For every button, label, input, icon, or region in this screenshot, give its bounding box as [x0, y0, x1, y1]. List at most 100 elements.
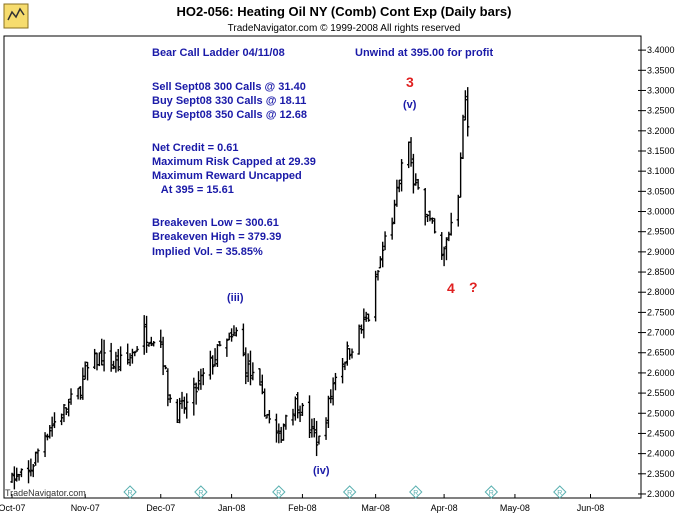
axis-layer: 3.4000 3.3500 3.3000 3.2500 3.2000 3.1500 3.10… [0, 45, 675, 513]
price-bar-64 [218, 340, 222, 347]
x-tick-label-0: Oct-07 [0, 503, 26, 513]
price-bar-135 [456, 194, 460, 227]
price-bar-113 [381, 241, 385, 268]
price-bar-87 [296, 392, 300, 419]
y-tick-label-9: 2.9500 [647, 227, 675, 237]
svg-text:R: R [557, 490, 562, 497]
price-bar-84 [284, 414, 288, 430]
price-bar-12 [48, 425, 52, 439]
price-bar-73 [248, 350, 253, 386]
price-bar-61 [211, 355, 215, 375]
price-bar-123 [414, 173, 418, 186]
price-bar-63 [215, 344, 220, 367]
price-bar-0 [10, 472, 14, 483]
price-bar-29 [102, 339, 106, 372]
y-tick-label-16: 2.6000 [647, 368, 675, 378]
price-bar-104 [350, 348, 354, 359]
price-bar-126 [425, 213, 430, 223]
plot-frame [3, 35, 642, 499]
logo-icon [3, 3, 29, 29]
price-bar-5 [26, 460, 31, 484]
price-bar-16 [62, 404, 66, 423]
price-bar-131 [442, 246, 446, 267]
price-bar-122 [411, 153, 416, 194]
price-bar-74 [251, 362, 255, 381]
annotation-line-11: Breakeven Low = 300.61 [152, 217, 279, 229]
y-tick-label-12: 2.8000 [647, 287, 675, 297]
price-bar-103 [348, 348, 352, 360]
price-bar-134 [449, 212, 453, 236]
price-bar-18 [67, 398, 71, 417]
price-bar-58 [199, 368, 203, 390]
price-bar-129 [433, 217, 437, 234]
price-bar-128 [430, 217, 434, 224]
x-tick-label-8: Jun-08 [577, 503, 605, 513]
bars-layer [10, 87, 470, 490]
price-bar-48 [166, 368, 170, 407]
y-tick-label-19: 2.4500 [647, 428, 675, 438]
y-tick-label-15: 2.6500 [647, 348, 675, 358]
price-bar-53 [182, 396, 186, 414]
price-bar-71 [244, 347, 248, 385]
y-tick-label-21: 2.3500 [647, 469, 675, 479]
price-bar-88 [298, 405, 302, 423]
price-bar-23 [83, 361, 87, 381]
price-bar-99 [333, 372, 338, 391]
price-bar-125 [423, 187, 427, 226]
price-bar-105 [357, 324, 361, 355]
annotation-line-0: Bear Call Ladder 04/11/08 [152, 47, 285, 59]
y-tick-label-18: 2.5000 [647, 408, 675, 418]
price-bar-42 [147, 342, 151, 347]
price-bar-67 [229, 328, 234, 342]
price-bar-33 [116, 348, 120, 372]
price-bar-66 [227, 332, 231, 341]
price-bar-21 [78, 386, 83, 400]
price-bar-47 [163, 365, 168, 370]
price-bar-34 [119, 346, 123, 372]
price-bar-138 [463, 90, 467, 121]
annotation-line-6: Net Credit = 0.61 [152, 142, 239, 154]
wave-label-iii: (iii) [227, 292, 244, 304]
price-bar-38 [133, 351, 137, 357]
price-bar-136 [459, 152, 463, 198]
y-tick-label-6: 3.1000 [647, 166, 675, 176]
y-tick-label-1: 3.3500 [647, 65, 675, 75]
expiry-marker-icon-4: R [409, 485, 423, 499]
y-tick-label-8: 3.0000 [647, 207, 675, 217]
price-bar-9 [36, 448, 40, 463]
price-bar-132 [444, 237, 449, 261]
y-tick-label-5: 3.1500 [647, 146, 675, 156]
x-tick-label-3: Jan-08 [218, 503, 246, 513]
price-bar-20 [76, 387, 80, 400]
price-bar-37 [130, 348, 135, 364]
price-bar-90 [307, 395, 312, 438]
price-bar-8 [34, 451, 38, 466]
price-bar-86 [293, 396, 297, 421]
price-bar-139 [466, 87, 470, 137]
price-bar-44 [152, 341, 156, 347]
y-tick-label-10: 2.9000 [647, 247, 675, 257]
price-bar-59 [201, 368, 205, 386]
price-bar-85 [291, 408, 295, 426]
x-tick-label-1: Nov-07 [71, 503, 100, 513]
chart-title: HO2-056: Heating Oil NY (Comb) Cont Exp … [177, 4, 512, 19]
annotation-line-7: Maximum Risk Capped at 29.39 [152, 156, 316, 168]
chart-subtitle: TradeNavigator.com © 1999-2008 All right… [228, 23, 461, 34]
price-bar-91 [310, 418, 314, 438]
svg-text:R: R [489, 490, 494, 497]
annotation-line-13: Implied Vol. = 35.85% [152, 246, 263, 258]
price-bar-80 [274, 413, 279, 443]
price-bar-25 [93, 348, 97, 370]
price-bar-13 [50, 416, 54, 437]
price-bar-24 [85, 361, 90, 381]
svg-text:R: R [347, 490, 352, 497]
price-bar-35 [126, 343, 130, 365]
y-tick-label-2: 3.3000 [647, 85, 675, 95]
price-bar-108 [364, 311, 368, 322]
wave-label-question: ? [469, 279, 478, 295]
price-bar-92 [312, 418, 316, 438]
wave-label-v: (v) [403, 99, 417, 111]
expiry-marker-icon-5: R [484, 485, 499, 499]
